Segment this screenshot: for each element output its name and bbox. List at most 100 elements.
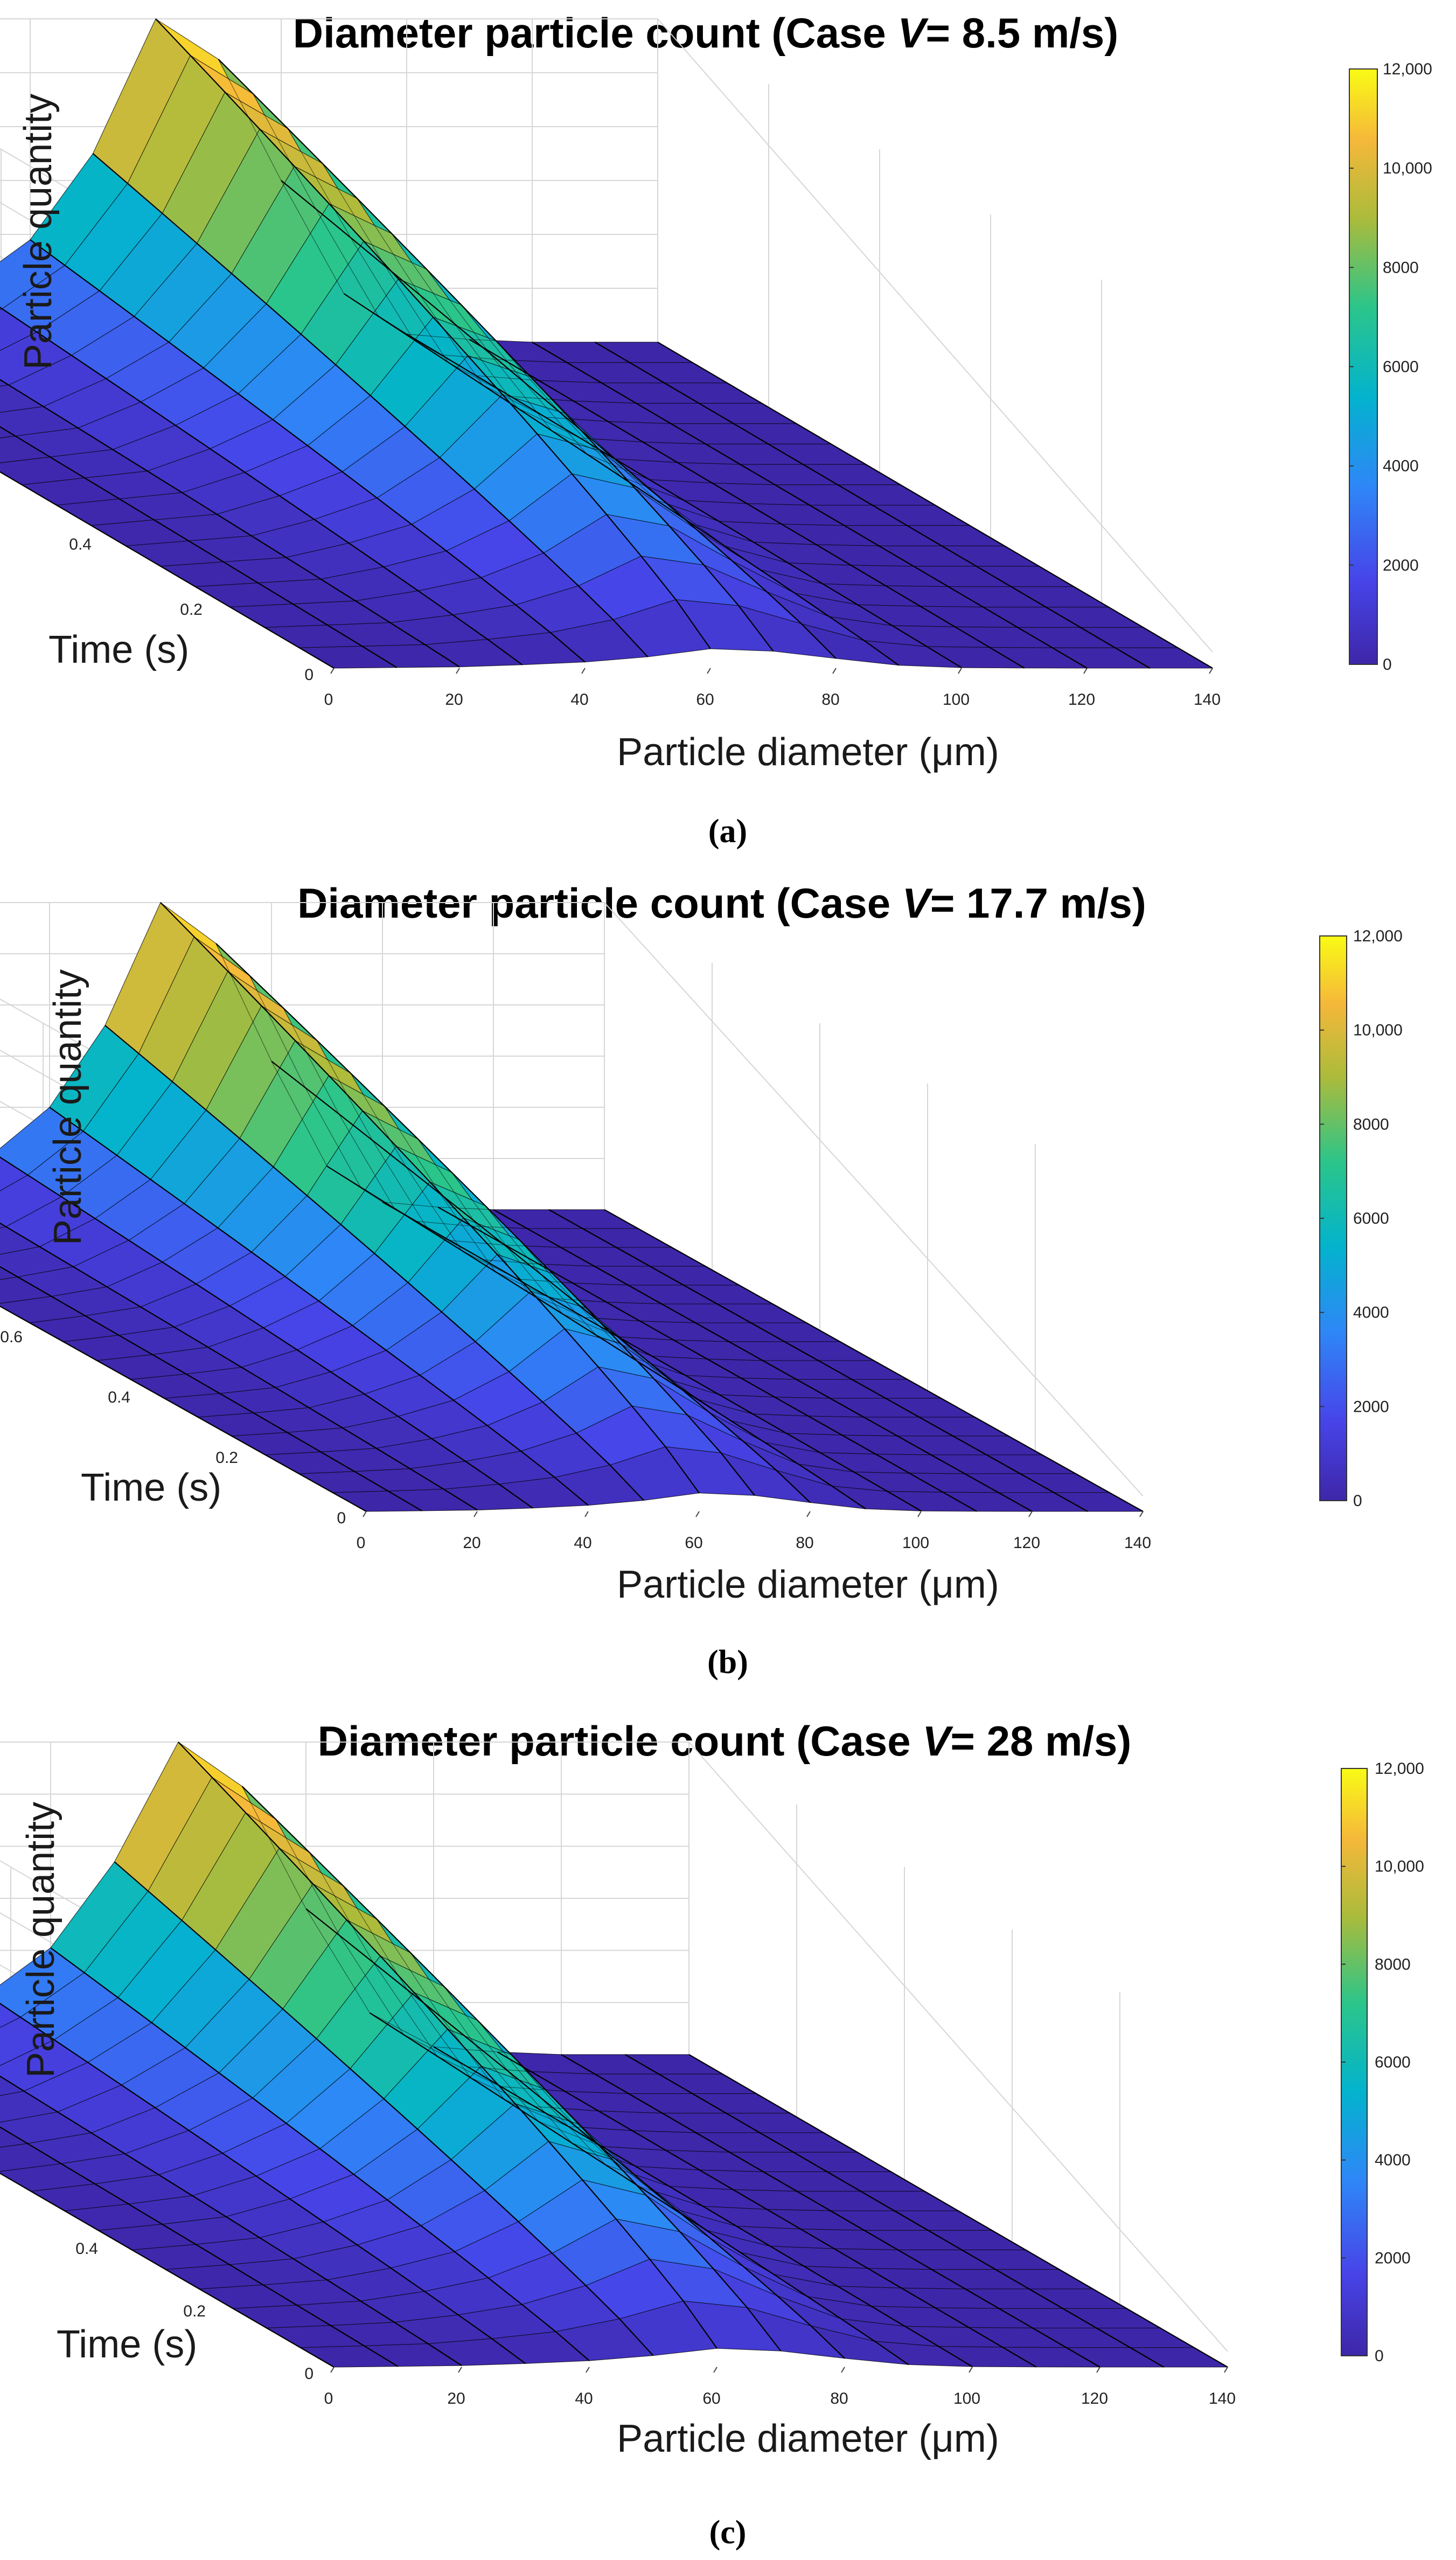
y-axis-label: Time (s) xyxy=(81,1466,221,1509)
colorbar-tick-label: 4000 xyxy=(1353,1304,1389,1322)
mesh-line-diameter xyxy=(0,379,460,668)
y-tick-label: 0.4 xyxy=(108,1389,130,1406)
grid-line-edge xyxy=(604,902,1144,1497)
colorbar-tick-label: 2000 xyxy=(1383,557,1419,574)
mesh-line-diameter xyxy=(369,2012,909,2365)
mesh-line-diameter xyxy=(548,1209,1088,1512)
axes: 02040608010012014000.20.40.60.8102000400… xyxy=(0,1328,1151,1552)
x-tick-label: 60 xyxy=(702,2390,720,2408)
mesh-line-diameter xyxy=(532,342,1088,669)
mesh-line-diameter xyxy=(493,1209,1033,1512)
x-tick xyxy=(584,1511,589,1517)
x-axis-label: Particle diameter (μm) xyxy=(617,1563,999,1606)
mesh-line-diameter xyxy=(657,342,1213,669)
mesh-line-diameter xyxy=(0,307,523,665)
colorbar-tick-label: 4000 xyxy=(1375,2152,1411,2169)
x-tick-label: 120 xyxy=(1081,2390,1108,2408)
mesh-line-diameter xyxy=(114,1861,654,2356)
mesh-line-diameter xyxy=(50,1947,590,2361)
x-tick xyxy=(917,1511,922,1517)
x-tick-label: 0 xyxy=(324,691,333,709)
x-tick-label: 80 xyxy=(830,2390,848,2408)
y-tick-label: 0.2 xyxy=(180,601,203,619)
y-tick-label: 0.4 xyxy=(75,2240,98,2258)
x-tick xyxy=(713,2367,717,2373)
mesh-line-diameter xyxy=(0,1305,367,1512)
y-tick-label: 0.2 xyxy=(215,1449,238,1467)
chart-panel-a: Diameter particle count (Case V= 8.5 m/s… xyxy=(0,0,1456,854)
mesh-line-diameter xyxy=(0,426,398,668)
mesh-line-diameter xyxy=(105,1025,644,1501)
x-tick-label: 40 xyxy=(575,2390,593,2408)
x-tick-label: 100 xyxy=(953,2390,980,2408)
colorbar-tick-label: 10,000 xyxy=(1383,159,1432,177)
mesh-line-diameter xyxy=(433,2046,973,2368)
x-tick xyxy=(969,2367,973,2373)
x-tick-label: 80 xyxy=(821,691,839,709)
mesh-line-diameter xyxy=(281,180,837,659)
x-tick-label: 140 xyxy=(1194,691,1221,709)
mesh-line-diameter xyxy=(437,1206,977,1512)
colorbar-tick-label: 8000 xyxy=(1383,259,1419,276)
surface-chart-c: Diameter particle count (Case V= 28 m/s)… xyxy=(0,1717,1424,2551)
x-tick xyxy=(586,2367,590,2373)
y-axis-label: Time (s) xyxy=(48,628,189,671)
x-tick-label: 120 xyxy=(1013,1534,1040,1552)
mesh-line-diameter xyxy=(0,1156,533,1509)
x-tick-label: 100 xyxy=(902,1534,929,1552)
colorbar xyxy=(1319,935,1347,1501)
mesh-line-diameter xyxy=(497,2051,1037,2368)
x-tick xyxy=(707,668,711,674)
x-tick xyxy=(1224,2367,1228,2373)
mesh-line-diameter xyxy=(604,1209,1144,1512)
mesh-line-diameter xyxy=(382,1201,922,1512)
x-tick xyxy=(473,1511,478,1517)
x-tick-label: 100 xyxy=(943,691,970,709)
y-tick-label: 0.2 xyxy=(183,2302,206,2320)
colorbar-tick-label: 2000 xyxy=(1375,2249,1411,2267)
colorbar-ticks: 0 2000 4000 6000 8000 10,000 12,000 xyxy=(1320,927,1403,1510)
mesh-line-diameter xyxy=(155,18,711,649)
x-tick-label: 120 xyxy=(1068,691,1095,709)
x-tick xyxy=(1083,668,1088,674)
x-tick xyxy=(832,668,837,674)
z-axis-label: Particle quantity xyxy=(46,969,89,1245)
x-tick xyxy=(1096,2367,1100,2373)
x-tick xyxy=(458,2367,462,2373)
x-tick xyxy=(330,668,335,674)
x-tick xyxy=(1139,1511,1144,1517)
x-tick-label: 40 xyxy=(574,1534,591,1552)
grid-line-edge xyxy=(657,18,1213,653)
grid-line-edge xyxy=(688,1742,1228,2352)
colorbar-tick-label: 2000 xyxy=(1353,1398,1389,1416)
colorbar-tick-label: 6000 xyxy=(1383,358,1419,376)
x-tick xyxy=(363,1511,367,1517)
mesh-line-diameter xyxy=(0,471,335,669)
colorbar-tick-label: 0 xyxy=(1375,2347,1384,2365)
mesh-line-diameter xyxy=(688,2054,1228,2368)
x-tick-label: 20 xyxy=(463,1534,480,1552)
x-tick-label: 60 xyxy=(685,1534,702,1552)
mesh-line-diameter xyxy=(326,1165,866,1510)
x-tick-label: 20 xyxy=(447,2390,465,2408)
x-tick xyxy=(456,668,460,674)
x-tick xyxy=(1209,668,1213,674)
mesh-line-diameter xyxy=(0,1222,478,1511)
mesh-line-diameter xyxy=(406,334,962,669)
colorbar-tick-label: 10,000 xyxy=(1375,1858,1424,1876)
surface xyxy=(0,18,1214,669)
x-tick xyxy=(841,2367,845,2373)
mesh-line-diameter xyxy=(0,2126,399,2367)
x-tick-label: 0 xyxy=(324,2390,333,2408)
figure-caption: (c) xyxy=(709,2514,747,2551)
x-tick xyxy=(330,2367,335,2373)
colorbar-tick-label: 0 xyxy=(1353,1492,1362,1510)
x-tick xyxy=(695,1511,700,1517)
mesh-line-diameter xyxy=(49,1107,589,1506)
x-tick xyxy=(958,668,962,674)
x-tick-label: 80 xyxy=(796,1534,813,1552)
mesh-line-diameter xyxy=(241,1786,782,2351)
figure-caption: (a) xyxy=(708,813,747,850)
y-tick-label: 0 xyxy=(304,666,314,684)
colorbar-tick-label: 12,000 xyxy=(1383,60,1432,78)
